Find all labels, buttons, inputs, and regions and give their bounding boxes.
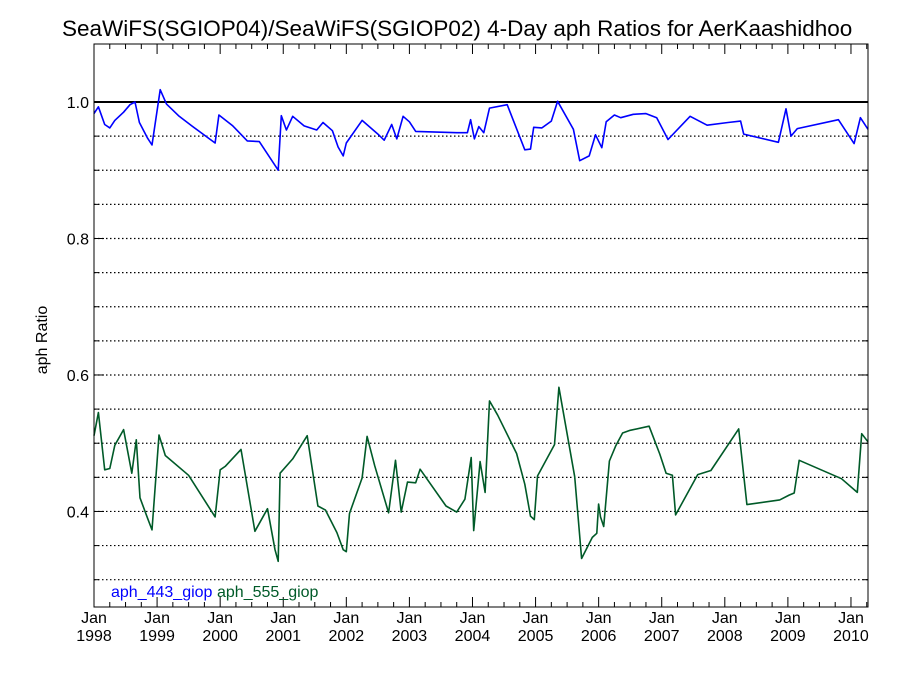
x-tick-year-label: 2003 bbox=[392, 628, 428, 645]
x-tick-month-label: Jan bbox=[397, 610, 423, 627]
x-tick-year-label: 2009 bbox=[770, 628, 806, 645]
x-tick-year-label: 2002 bbox=[329, 628, 365, 645]
x-tick-year-label: 2005 bbox=[518, 628, 554, 645]
chart-title: SeaWiFS(SGIOP04)/SeaWiFS(SGIOP02) 4-Day … bbox=[62, 16, 853, 41]
x-tick-year-label: 2010 bbox=[833, 628, 869, 645]
grid-layer bbox=[94, 101, 868, 581]
x-tick-month-label: Jan bbox=[81, 610, 107, 627]
x-tick-month-label: Jan bbox=[586, 610, 612, 627]
series-layer bbox=[93, 88, 869, 563]
x-tick-month-label: Jan bbox=[207, 610, 233, 627]
x-tick-month-label: Jan bbox=[712, 610, 738, 627]
x-tick-month-label: Jan bbox=[460, 610, 486, 627]
x-tick-year-label: 2007 bbox=[644, 628, 680, 645]
y-tick-label: 0.8 bbox=[67, 231, 89, 248]
y-tick-label: 1.0 bbox=[67, 95, 89, 112]
x-tick-month-label: Jan bbox=[333, 610, 359, 627]
x-tick-month-label: Jan bbox=[523, 610, 549, 627]
y-tick-label: 0.6 bbox=[67, 368, 89, 385]
legend: aph_443_giop aph_555_giop bbox=[111, 584, 319, 601]
x-tick-year-label: 2006 bbox=[581, 628, 617, 645]
x-tick-year-label: 2004 bbox=[455, 628, 491, 645]
legend-label-aph_555_giop: aph_555_giop bbox=[217, 584, 319, 601]
x-tick-month-label: Jan bbox=[838, 610, 864, 627]
x-tick-year-label: 1999 bbox=[139, 628, 175, 645]
series-line-aph_555_giop bbox=[93, 386, 869, 563]
y-tick-label: 0.4 bbox=[67, 504, 89, 521]
x-tick-year-label: 2008 bbox=[707, 628, 743, 645]
x-tick-month-label: Jan bbox=[270, 610, 296, 627]
series-line-aph_443_giop bbox=[93, 88, 869, 171]
x-tick-year-label: 2000 bbox=[202, 628, 238, 645]
x-tick-month-label: Jan bbox=[649, 610, 675, 627]
legend-label-aph_443_giop: aph_443_giop bbox=[111, 584, 213, 601]
x-tick-year-label: 2001 bbox=[265, 628, 301, 645]
tick-layer: 0.40.60.81.0Jan1998Jan1999Jan2000Jan2001… bbox=[67, 44, 869, 645]
x-tick-year-label: 1998 bbox=[76, 628, 112, 645]
x-tick-month-label: Jan bbox=[144, 610, 170, 627]
y-axis-label: aph Ratio bbox=[34, 306, 51, 375]
plot-frame bbox=[93, 43, 869, 608]
x-tick-month-label: Jan bbox=[775, 610, 801, 627]
